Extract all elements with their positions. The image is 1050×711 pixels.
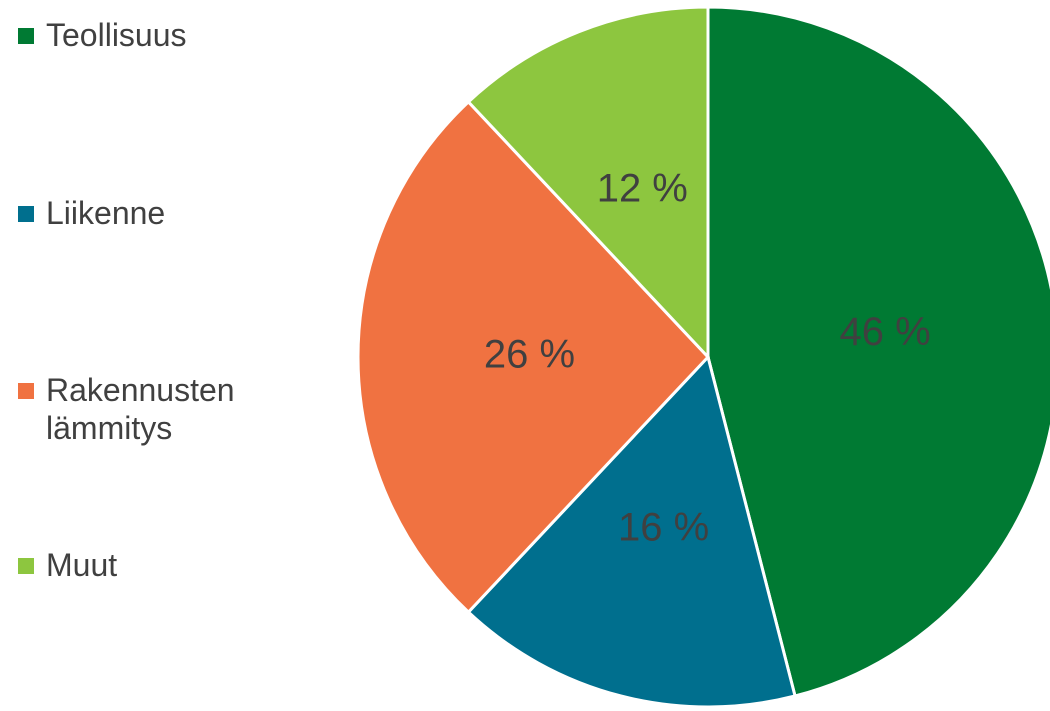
data-label: 46 % [840,310,931,354]
legend-label: Teollisuus [46,17,187,53]
data-label: 26 % [484,333,575,377]
legend-item: Teollisuus [18,16,318,54]
legend-label: Muut [46,547,118,583]
pie-slice [356,99,711,615]
data-label: 16 % [618,505,709,549]
legend-swatch [18,206,34,222]
legend-swatch [18,383,34,399]
pie-slice [706,5,1050,698]
pie-slice [466,353,797,709]
data-label: 12 % [597,167,688,211]
legend-item: Rakennusten lämmitys [18,371,318,447]
legend-label: Liikenne [46,195,166,231]
legend-item: Liikenne [18,194,318,232]
pie-slice [466,5,710,361]
legend-label: Rakennusten lämmitys [46,372,235,446]
legend-swatch [18,28,34,44]
legend-swatch [18,558,34,574]
legend-item: Muut [18,546,318,584]
